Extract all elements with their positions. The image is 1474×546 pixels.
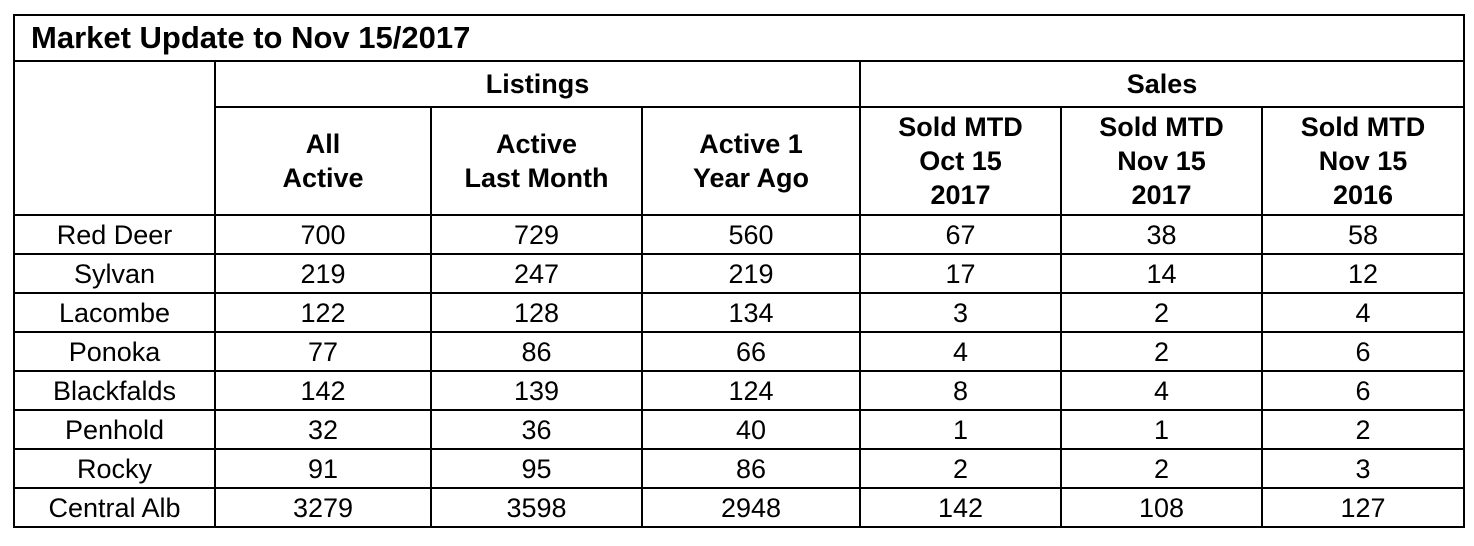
table-cell: 3 xyxy=(1260,448,1466,489)
table-cell: 139 xyxy=(430,370,643,411)
table-cell: 4 xyxy=(1060,370,1263,411)
column-header-line: 2016 xyxy=(1332,180,1394,210)
table-cell: 86 xyxy=(641,448,861,489)
column-header-line: All xyxy=(305,129,341,159)
column-header-line: Active 1 xyxy=(699,129,803,159)
table-cell: 3598 xyxy=(430,487,643,528)
table-cell: 3279 xyxy=(214,487,432,528)
row-label: Ponoka xyxy=(13,331,216,372)
table-cell: 12 xyxy=(1260,253,1466,294)
column-header-line: Active xyxy=(495,129,578,159)
table-row: Penhold 32 36 40 1 1 2 xyxy=(13,409,1466,450)
table-cell: 2 xyxy=(859,448,1062,489)
table-cell: 247 xyxy=(430,253,643,294)
table-cell: 124 xyxy=(641,370,861,411)
row-label: Red Deer xyxy=(13,214,216,255)
table-cell: 134 xyxy=(641,292,861,333)
table-cell: 2 xyxy=(1060,331,1263,372)
table-cell: 127 xyxy=(1260,487,1466,528)
table-cell: 32 xyxy=(214,409,432,450)
table-cell: 6 xyxy=(1260,331,1466,372)
table-cell: 2 xyxy=(1060,292,1263,333)
column-header-6: Sold MTD Nov 15 2016 xyxy=(1260,106,1466,216)
table-cell: 86 xyxy=(430,331,643,372)
row-label: Penhold xyxy=(13,409,216,450)
table-row: Rocky 91 95 86 2 2 3 xyxy=(13,448,1466,489)
column-header-line: Last Month xyxy=(464,163,609,193)
table-cell: 14 xyxy=(1060,253,1263,294)
table-cell: 66 xyxy=(641,331,861,372)
column-header-1: All Active xyxy=(214,106,432,216)
table-cell: 1 xyxy=(859,409,1062,450)
table-row: Red Deer 700 729 560 67 38 58 xyxy=(13,214,1466,255)
table-cell: 108 xyxy=(1060,487,1263,528)
column-header-5: Sold MTD Nov 15 2017 xyxy=(1060,106,1263,216)
column-header-line: Sold MTD xyxy=(1300,112,1426,142)
column-header-line: Sold MTD xyxy=(1099,112,1224,142)
table-cell: 77 xyxy=(214,331,432,372)
table-title: Market Update to Nov 15/2017 xyxy=(12,14,1466,62)
column-group-listings: Listings xyxy=(214,60,861,108)
column-header-line: Nov 15 xyxy=(1318,146,1408,176)
column-header-line: 2017 xyxy=(1131,180,1192,210)
column-header-3: Active 1 Year Ago xyxy=(641,106,861,216)
table-cell: 1 xyxy=(1060,409,1263,450)
table-cell: 560 xyxy=(641,214,861,255)
row-label: Lacombe xyxy=(13,292,216,333)
column-header-line: Active xyxy=(282,163,364,193)
row-label: Sylvan xyxy=(13,253,216,294)
table-cell: 128 xyxy=(430,292,643,333)
table-cell: 729 xyxy=(430,214,643,255)
column-header-4: Sold MTD Oct 15 2017 xyxy=(859,106,1062,216)
table-cell: 219 xyxy=(641,253,861,294)
table-cell: 6 xyxy=(1260,370,1466,411)
table-cell: 3 xyxy=(859,292,1062,333)
table-cell: 2 xyxy=(1260,409,1466,450)
table-cell: 40 xyxy=(641,409,861,450)
column-header-line: Year Ago xyxy=(692,163,810,193)
column-header-line: 2017 xyxy=(930,180,991,210)
table-row: Blackfalds 142 139 124 8 4 6 xyxy=(13,370,1466,411)
table-cell: 142 xyxy=(859,487,1062,528)
table-cell: 91 xyxy=(214,448,432,489)
table-cell: 38 xyxy=(1060,214,1263,255)
table-cell: 67 xyxy=(859,214,1062,255)
row-label-header xyxy=(13,107,216,216)
table-row: Ponoka 77 86 66 4 2 6 xyxy=(13,331,1466,372)
table-cell: 4 xyxy=(1260,292,1466,333)
table-row: Sylvan 219 247 219 17 14 12 xyxy=(13,253,1466,294)
table-cell: 142 xyxy=(214,370,432,411)
column-header-line: Oct 15 xyxy=(919,146,1002,176)
column-header-2: Active Last Month xyxy=(430,106,643,216)
row-label: Rocky xyxy=(13,448,216,489)
column-group-sales: Sales xyxy=(858,60,1466,108)
table-cell: 8 xyxy=(859,370,1062,411)
table-cell: 4 xyxy=(859,331,1062,372)
table-cell: 122 xyxy=(214,292,432,333)
table-cell: 58 xyxy=(1260,214,1466,255)
table-body: Red Deer 700 729 560 67 38 58 Sylvan 219 247 219 17… xyxy=(13,214,1466,528)
table-row: Lacombe 122 128 134 3 2 4 xyxy=(13,292,1466,333)
table-cell: 2 xyxy=(1060,448,1263,489)
table-cell: 17 xyxy=(859,253,1062,294)
table-row: Central Alb 3279 3598 2948 142 108 127 xyxy=(13,487,1466,528)
column-header-line: Sold MTD xyxy=(898,112,1023,142)
table-cell: 36 xyxy=(430,409,643,450)
table-cell: 219 xyxy=(214,253,432,294)
column-header-line: Nov 15 xyxy=(1117,146,1206,176)
row-label: Central Alb xyxy=(13,487,216,528)
market-update-table: Market Update to Nov 15/2017 Listings Sal… xyxy=(12,14,1466,528)
row-label: Blackfalds xyxy=(13,370,216,411)
empty-corner-cell xyxy=(13,60,216,107)
table-cell: 2948 xyxy=(641,487,861,528)
table-cell: 95 xyxy=(430,448,643,489)
table-cell: 700 xyxy=(214,214,432,255)
